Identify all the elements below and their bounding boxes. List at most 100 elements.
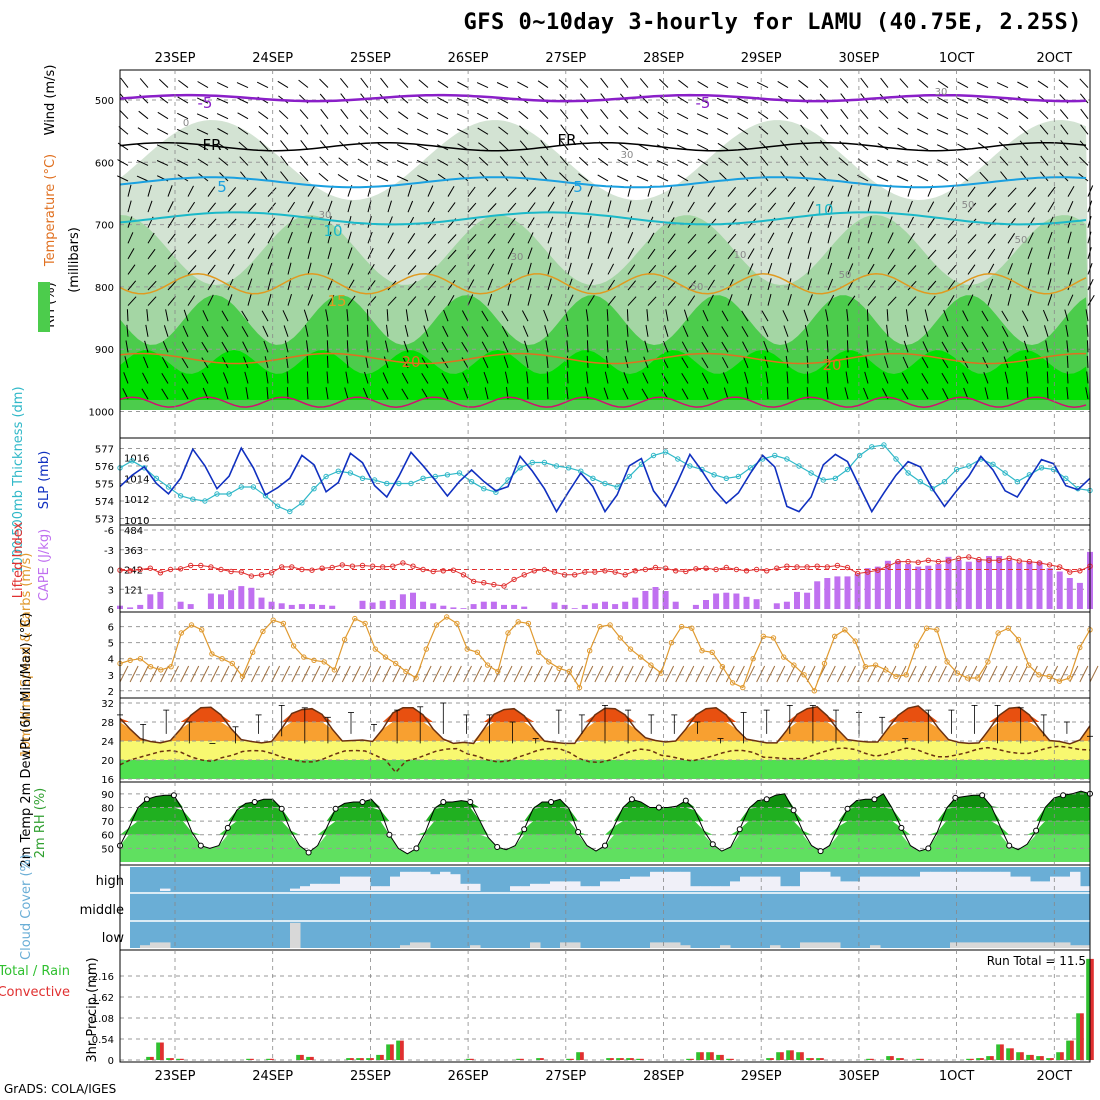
wind-barb [126, 324, 129, 337]
wind-barb-surface [897, 665, 907, 683]
wind-barb [907, 296, 917, 306]
wind-barb [747, 218, 757, 229]
wind-barb [201, 372, 209, 384]
cloud-low-bar [150, 942, 161, 948]
wind-barb [647, 280, 657, 291]
precip-run-total: Run Total = 11.5 [987, 954, 1086, 968]
li-line-point [157, 570, 164, 576]
wind-barb [380, 77, 389, 88]
wind-barb [305, 324, 309, 337]
wind-barb [967, 294, 974, 306]
wind-barb [1067, 278, 1073, 291]
precip-ytick: 1.08 [92, 1014, 114, 1025]
thickness-line-point [553, 463, 560, 469]
cloud-high-bar [870, 876, 881, 891]
li-line-point [319, 565, 325, 571]
precip-convective-bar [360, 1058, 364, 1060]
wind-barb [787, 232, 794, 244]
cape-bar [662, 591, 669, 609]
precip-total-bar [976, 1058, 980, 1060]
wind-barb [158, 78, 169, 88]
wind-barb [807, 231, 812, 244]
precip-convective-bar [1070, 1040, 1074, 1060]
wind-barb [1040, 171, 1049, 182]
thickness-line-point [274, 503, 281, 509]
wind-barb [346, 324, 349, 337]
precip-total-bar [536, 1058, 540, 1060]
wind-barb [859, 125, 869, 135]
precip-total-bar [396, 1040, 400, 1060]
wind-speed-line-point [954, 670, 960, 676]
li-line-point [794, 564, 800, 570]
thickness-line-point [347, 470, 354, 476]
precip-convective-bar [520, 1058, 524, 1060]
li-line-point [339, 562, 345, 568]
cape-bar [824, 578, 831, 609]
dewpoint-line [119, 745, 1091, 774]
thickness-line-point [529, 459, 535, 466]
wind-barb [962, 372, 969, 384]
cape-bar [511, 604, 518, 609]
precip-total-bar [566, 1058, 570, 1060]
wind-speed-line-point [250, 649, 256, 655]
thickness-line-point [456, 470, 463, 476]
wind-barb [367, 247, 374, 260]
date-label-top: 1OCT [939, 51, 975, 66]
wind-barb [326, 340, 329, 353]
wind-barb [898, 111, 909, 120]
cloud-high-bar [1040, 881, 1051, 891]
thickness-line-point [1002, 470, 1008, 476]
contour-label: 10 [323, 222, 342, 240]
cloud-high-bar [420, 871, 431, 891]
thickness-line-point [747, 465, 754, 471]
li-line-point [248, 573, 255, 579]
wind-barb [606, 324, 609, 337]
thickness-line-point [202, 498, 208, 504]
wind-barb [265, 371, 269, 384]
wind-barb-surface [372, 665, 382, 683]
wind-barb [901, 372, 909, 384]
wind-barb [627, 296, 637, 306]
wind-barb [1059, 109, 1069, 120]
wind-barb [936, 128, 949, 135]
wind-speed-line-point [505, 630, 511, 636]
wind-barb [247, 202, 257, 213]
wind-barb [519, 140, 529, 151]
wind-barb [864, 371, 869, 384]
wind-speed-line-point [423, 646, 429, 652]
cloud-low-bar [810, 942, 821, 948]
wind-speed-line-point [719, 664, 726, 670]
precip-convective-bar [300, 1054, 304, 1060]
wind-barb [687, 295, 696, 306]
thickness-ytick: 574 [95, 497, 114, 508]
wind-barb [760, 171, 769, 182]
wind-barb [847, 215, 852, 228]
cloud-low-bar [400, 945, 411, 948]
wind-barb-surface [301, 665, 311, 683]
wind-barb [727, 186, 736, 197]
wind-barb [967, 218, 977, 229]
wind-barb [407, 200, 414, 213]
cape-bar [884, 560, 891, 609]
wind-barb [546, 371, 549, 384]
wind-barb [807, 201, 814, 213]
wind-speed-line-point [791, 662, 797, 668]
li-line-point [359, 562, 366, 569]
li-line-point [966, 554, 972, 560]
wind-barb [287, 186, 296, 197]
cape-bar [965, 561, 972, 609]
rh-legend-swatch [38, 282, 50, 332]
wind-barb [267, 187, 277, 197]
li-ytick: -6 [104, 526, 114, 537]
wind-barb [727, 263, 735, 275]
wind-barb-surface [351, 665, 361, 683]
wind-barb [547, 201, 555, 213]
cloud-high-bar [470, 883, 481, 891]
precip-convective-bar [900, 1058, 904, 1060]
wind-barb [904, 324, 909, 337]
precip-total-bar [1016, 1052, 1020, 1060]
wind-barb [1039, 109, 1049, 120]
wind-barb [764, 356, 769, 369]
wind-barb [697, 97, 709, 104]
wind-barb [787, 186, 796, 197]
